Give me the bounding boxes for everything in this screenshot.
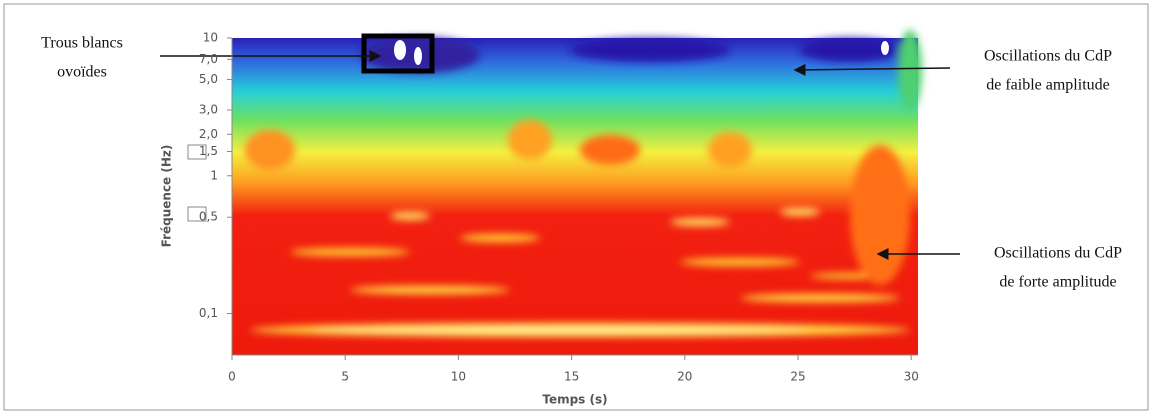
annotation: de faible amplitude [986, 77, 1110, 94]
y-axis-label: Fréquence (Hz) [160, 145, 174, 248]
annotation-arrows [160, 50, 960, 260]
annotation: Trous blancs [41, 35, 123, 52]
annotation: de forte amplitude [999, 274, 1116, 291]
y-tick-label: 7,0 [199, 52, 218, 66]
annotation: ovoïdes [57, 64, 107, 81]
highlight-box [361, 33, 435, 74]
y-tick-label: 0,1 [199, 306, 218, 320]
x-tick-label: 10 [451, 370, 466, 384]
y-tick-label: 3,0 [199, 103, 218, 117]
y-tick-label: 2,0 [199, 127, 218, 141]
x-tick-label: 25 [790, 370, 805, 384]
x-axis-label: Temps (s) [542, 393, 607, 407]
y-tick-label: 10 [203, 31, 218, 45]
figure-border [3, 3, 1149, 411]
annotation: Oscillations du CdP [994, 245, 1122, 262]
annotation: Oscillations du CdP [984, 48, 1112, 65]
x-tick-label: 20 [677, 370, 692, 384]
y-tick-label: 5,0 [199, 72, 218, 86]
y-tick-label: 0,5 [199, 210, 218, 224]
tick-box [187, 144, 207, 160]
y-tick-label: 1 [210, 168, 218, 182]
x-tick-label: 30 [904, 370, 919, 384]
y-tick-label: 1,5 [199, 144, 218, 158]
tick-box [187, 206, 207, 222]
x-tick-label: 0 [228, 370, 236, 384]
x-tick-label: 15 [564, 370, 579, 384]
heatmap [232, 30, 922, 355]
x-tick-label: 5 [341, 370, 349, 384]
